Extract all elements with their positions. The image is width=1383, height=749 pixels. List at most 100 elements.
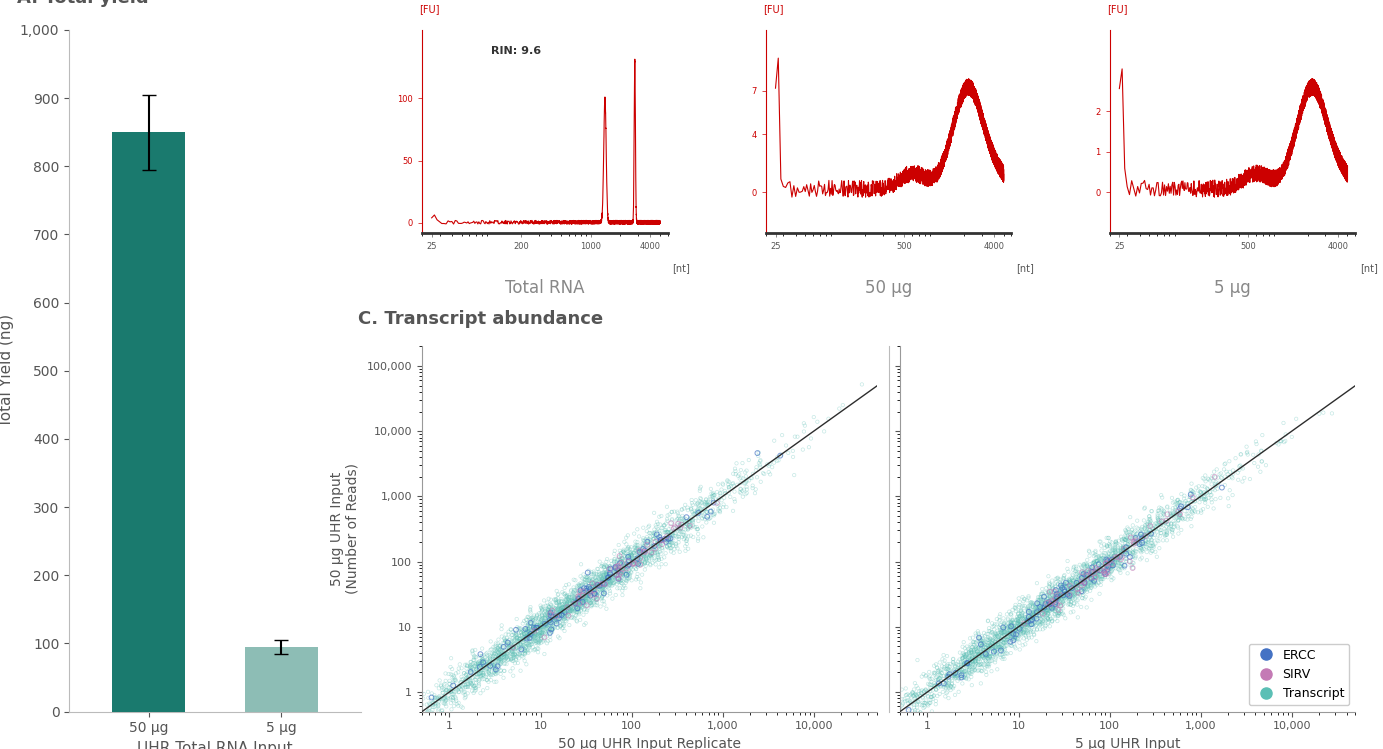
Point [686, 505, 708, 517]
Point [631, 545, 653, 557]
Point [578, 595, 600, 607]
Point [628, 554, 650, 565]
Point [945, 665, 967, 677]
Point [595, 566, 617, 578]
Point [559, 596, 581, 608]
Point [496, 642, 519, 654]
Point [534, 605, 556, 617]
Point [1068, 580, 1090, 592]
Point [639, 537, 661, 549]
Point [968, 648, 990, 660]
Point [1039, 604, 1061, 616]
Point [1123, 551, 1145, 562]
Point [993, 644, 1015, 656]
Point [488, 648, 510, 660]
Point [983, 623, 1005, 635]
Point [693, 531, 715, 543]
Point [972, 640, 994, 652]
Point [479, 663, 501, 675]
Point [582, 583, 604, 595]
Point [502, 640, 524, 652]
Point [624, 547, 646, 559]
Point [1191, 487, 1213, 499]
Point [567, 595, 589, 607]
Point [614, 551, 636, 562]
Point [1076, 572, 1098, 584]
Point [609, 561, 631, 573]
Point [952, 647, 974, 659]
Point [722, 480, 744, 492]
Point [956, 658, 978, 670]
Point [571, 580, 593, 592]
Point [550, 595, 573, 607]
Point [957, 659, 979, 671]
Point [1113, 540, 1135, 552]
Point [975, 650, 997, 662]
Point [929, 675, 952, 687]
Point [479, 660, 501, 672]
Point [625, 563, 647, 575]
Point [1037, 608, 1059, 620]
Point [506, 637, 528, 649]
Point [945, 671, 967, 683]
Point [920, 676, 942, 688]
Point [1094, 565, 1116, 577]
Point [657, 515, 679, 527]
Point [570, 558, 592, 570]
Point [668, 511, 690, 523]
Point [942, 682, 964, 694]
Point [1137, 519, 1159, 531]
Point [632, 546, 654, 558]
Point [1169, 509, 1191, 521]
Point [538, 616, 560, 628]
Point [660, 542, 682, 554]
Point [477, 658, 499, 670]
Point [491, 646, 513, 658]
Point [1162, 524, 1184, 536]
Point [1122, 535, 1144, 547]
Point [675, 518, 697, 530]
Point [1046, 591, 1068, 603]
Point [1093, 565, 1115, 577]
Point [1086, 567, 1108, 579]
Point [574, 592, 596, 604]
Point [967, 625, 989, 637]
Point [596, 571, 618, 583]
Point [1044, 594, 1066, 606]
Point [1088, 562, 1111, 574]
Point [892, 712, 914, 724]
Point [1177, 497, 1199, 509]
Point [513, 633, 535, 645]
Point [1112, 558, 1134, 570]
Point [610, 569, 632, 581]
Point [1094, 565, 1116, 577]
Point [705, 494, 727, 506]
Point [1046, 572, 1068, 584]
Point [539, 624, 561, 636]
Point [610, 564, 632, 576]
Point [940, 681, 963, 693]
Point [1037, 600, 1059, 612]
Point [521, 635, 544, 647]
Point [1088, 577, 1111, 589]
Point [466, 658, 488, 670]
Point [904, 677, 927, 689]
Point [1169, 496, 1191, 508]
Point [1077, 580, 1099, 592]
Point [982, 643, 1004, 655]
Point [954, 650, 976, 662]
Point [1129, 541, 1151, 553]
Y-axis label: Total Yield (ng): Total Yield (ng) [0, 314, 14, 428]
Point [993, 618, 1015, 630]
Point [954, 666, 976, 678]
Point [1124, 530, 1147, 542]
Point [1101, 561, 1123, 573]
Point [654, 526, 676, 538]
Point [1205, 476, 1227, 488]
Point [596, 581, 618, 593]
Point [1069, 559, 1091, 571]
Point [935, 663, 957, 675]
Point [1104, 551, 1126, 562]
Point [1102, 556, 1124, 568]
Point [481, 662, 503, 674]
